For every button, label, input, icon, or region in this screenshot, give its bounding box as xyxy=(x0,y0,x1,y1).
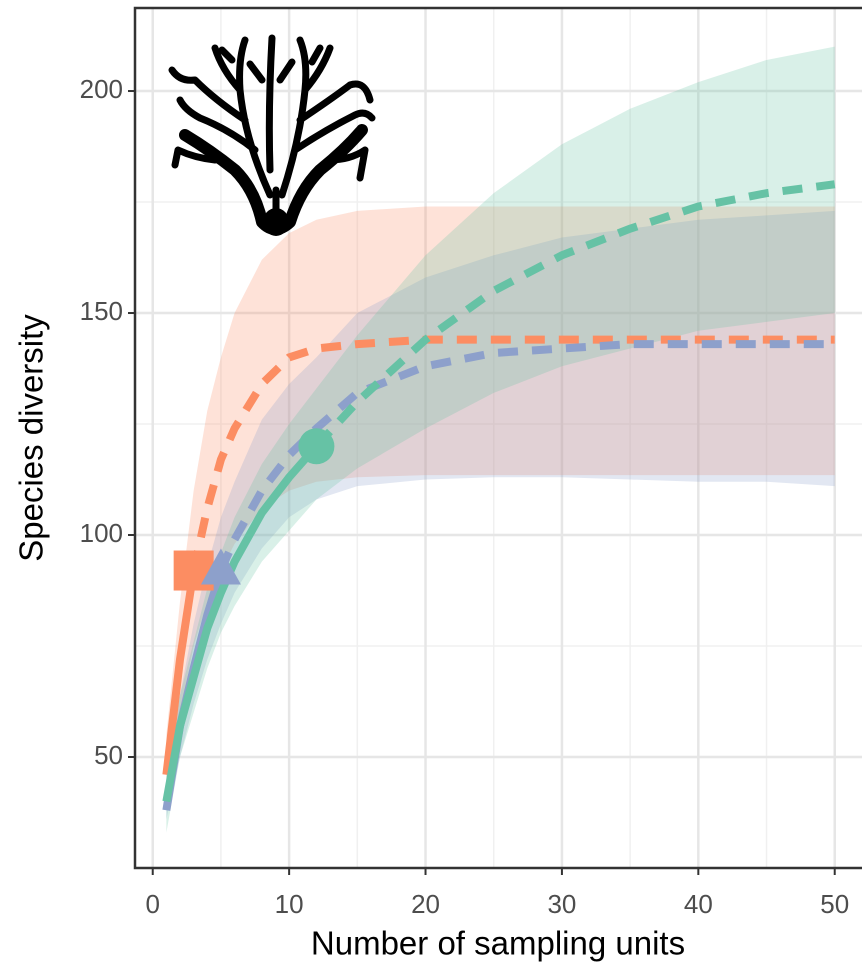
x-tick-label: 30 xyxy=(547,889,576,919)
x-tick-label: 20 xyxy=(411,889,440,919)
tree-branches xyxy=(168,34,376,229)
x-tick-label: 0 xyxy=(145,889,159,919)
y-tick-label: 200 xyxy=(80,74,123,104)
confidence-ribbon xyxy=(166,210,835,820)
x-axis-title: Number of sampling units xyxy=(311,925,685,962)
confidence-ribbon xyxy=(166,206,835,811)
ribbons xyxy=(166,46,835,833)
axes: 0 10 20 30 40 50 50 100 150 200 xyxy=(80,6,862,919)
grid xyxy=(135,8,862,868)
panel-border xyxy=(133,6,862,870)
observed-marker xyxy=(298,428,335,465)
confidence-ribbon xyxy=(166,46,835,833)
interpolated-line xyxy=(162,569,198,776)
extrapolated-line xyxy=(189,335,835,572)
lines xyxy=(162,180,836,811)
interpolated-line xyxy=(162,443,320,803)
x-tick-label: 40 xyxy=(684,889,713,919)
x-tick-label: 10 xyxy=(275,889,304,919)
tree-base xyxy=(263,208,289,236)
tree-icon xyxy=(168,34,376,236)
extrapolated-line xyxy=(313,180,836,449)
y-axis-title: Species diversity xyxy=(13,314,50,562)
y-tick-label: 50 xyxy=(94,740,123,770)
observed-marker xyxy=(200,548,241,585)
y-tick-label: 150 xyxy=(80,296,123,326)
x-tick-label: 50 xyxy=(820,889,849,919)
y-tick-label: 100 xyxy=(80,518,123,548)
